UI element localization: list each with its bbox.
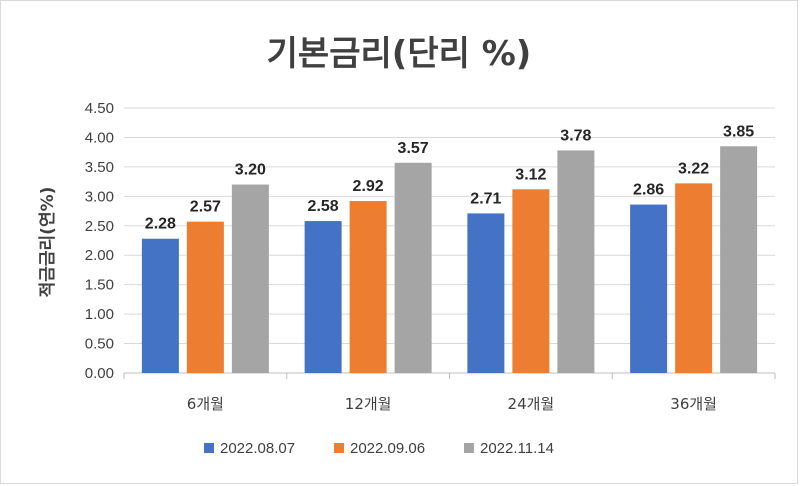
legend-swatch [464, 443, 474, 453]
chart-title: 기본금리(단리 %) [267, 34, 532, 74]
bar [186, 221, 224, 373]
y-tick-label: 0.00 [85, 365, 114, 382]
x-category-label: 6개월 [187, 395, 224, 413]
bar [720, 146, 758, 373]
x-category-label: 12개월 [345, 395, 392, 413]
y-tick-label: 1.50 [85, 277, 114, 294]
data-label: 2.28 [145, 216, 176, 233]
data-label: 3.22 [678, 160, 709, 177]
data-label: 2.92 [353, 178, 384, 195]
legend-swatch [334, 443, 344, 453]
data-labels: 2.28 2.57 3.20 2.58 2.92 3.57 2.71 3.12 3.78 2.86… [145, 123, 754, 232]
bar [467, 213, 505, 373]
x-axis-categories: 6개월 12개월 24개월 36개월 [123, 373, 776, 413]
data-label: 3.12 [515, 166, 546, 183]
data-label: 2.71 [470, 190, 501, 207]
data-label: 3.78 [560, 127, 591, 144]
y-tick-label: 3.00 [85, 188, 114, 205]
data-label: 3.20 [235, 162, 266, 179]
bar [557, 150, 595, 373]
y-axis-ticks: 0.00 0.50 1.00 1.50 2.00 2.50 3.00 3.50 4.00 4.50 [85, 100, 114, 382]
legend-label: 2022.11.14 [480, 440, 554, 457]
bars [141, 146, 758, 373]
bar [231, 184, 269, 373]
y-tick-label: 2.00 [85, 247, 114, 264]
y-tick-label: 1.00 [85, 306, 114, 323]
legend-label: 2022.08.07 [220, 440, 295, 457]
y-tick-label: 4.00 [85, 129, 114, 146]
bar [675, 183, 713, 373]
data-label: 2.58 [308, 198, 339, 215]
bar [512, 189, 550, 373]
bar [349, 201, 387, 373]
bar [304, 221, 342, 373]
legend-label: 2022.09.06 [350, 440, 425, 457]
y-tick-label: 3.50 [85, 159, 114, 176]
data-label: 2.86 [633, 182, 664, 199]
data-label: 2.57 [190, 199, 221, 216]
bar [141, 238, 179, 373]
x-category-label: 36개월 [670, 395, 717, 413]
legend: 2022.08.07 2022.09.06 2022.11.14 [204, 440, 554, 457]
bar [630, 204, 668, 373]
y-tick-label: 4.50 [85, 100, 114, 117]
y-tick-label: 0.50 [85, 336, 114, 353]
bar [394, 162, 432, 373]
legend-swatch [204, 443, 214, 453]
y-axis-label: 적금금리(연%) [38, 187, 58, 298]
data-label: 3.85 [723, 123, 754, 140]
y-tick-label: 2.50 [85, 218, 114, 235]
x-category-label: 24개월 [508, 395, 555, 413]
data-label: 3.57 [398, 140, 429, 157]
